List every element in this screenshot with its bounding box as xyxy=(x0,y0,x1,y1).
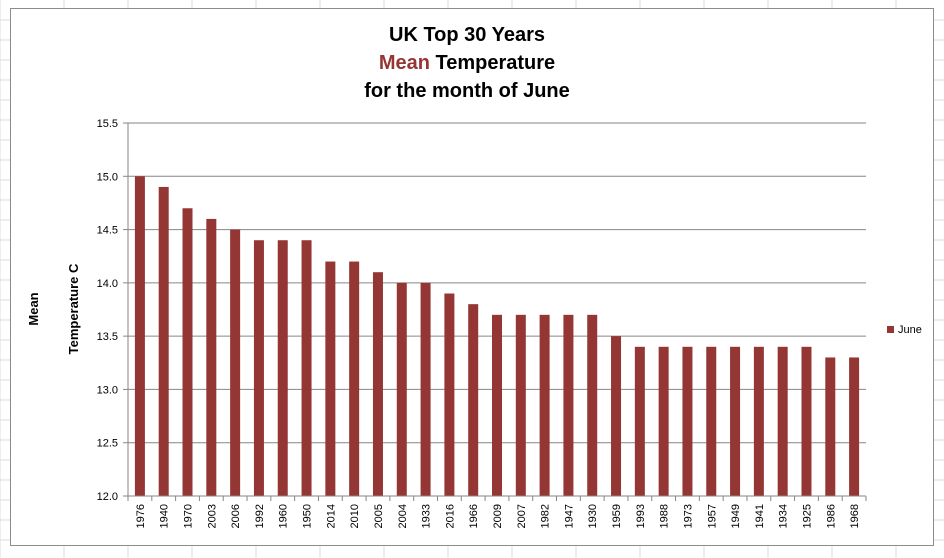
x-tick-label: 1993 xyxy=(635,504,647,528)
x-tick-label: 2006 xyxy=(230,504,242,528)
bar-2003[interactable] xyxy=(206,218,217,496)
x-tick-label: 1986 xyxy=(825,504,837,528)
x-tick-label: 1973 xyxy=(682,504,694,528)
y-axis-title-line-1: Mean xyxy=(26,292,41,325)
bar-1966[interactable] xyxy=(468,304,479,496)
bar-1934[interactable] xyxy=(777,346,788,496)
legend-swatch xyxy=(887,326,894,333)
bar-2009[interactable] xyxy=(492,314,502,496)
y-tick-label: 13.5 xyxy=(97,331,118,343)
x-tick-label: 1968 xyxy=(849,504,861,528)
y-tick-labels: 12.0 12.5 13.0 13.5 14.0 14.5 15.0 15.5 xyxy=(97,118,118,503)
legend[interactable]: June xyxy=(887,324,922,336)
x-tick-label: 2003 xyxy=(206,504,218,528)
y-tick-label: 12.5 xyxy=(97,438,118,450)
bar-1976[interactable] xyxy=(134,176,145,497)
legend-label: June xyxy=(898,324,922,336)
bar-1988[interactable] xyxy=(658,346,669,496)
x-tick-label: 1950 xyxy=(302,504,314,528)
x-tick-label: 2009 xyxy=(492,504,504,528)
bar-series-june xyxy=(134,176,860,497)
x-tick-label: 1949 xyxy=(730,504,742,528)
bar-1973[interactable] xyxy=(682,346,693,496)
bar-2006[interactable] xyxy=(230,229,241,497)
bar-1941[interactable] xyxy=(753,346,764,496)
x-tick-label: 1925 xyxy=(801,504,813,528)
bar-2005[interactable] xyxy=(372,272,383,496)
x-tick-label: 1957 xyxy=(706,504,718,528)
chart-title-line-3: for the month of June xyxy=(364,80,570,102)
bar-2016[interactable] xyxy=(444,293,455,496)
x-tick-label: 2004 xyxy=(397,504,409,528)
bar-2004[interactable] xyxy=(396,282,407,496)
chart-area[interactable]: UK Top 30 Years Mean Temperature for the m… xyxy=(10,8,934,546)
x-tick-label: 1947 xyxy=(563,504,575,528)
y-tick-label: 15.0 xyxy=(97,171,118,183)
bar-chart: UK Top 30 Years Mean Temperature for the m… xyxy=(26,24,922,528)
x-tick-label: 1992 xyxy=(254,504,266,528)
bar-1957[interactable] xyxy=(706,346,717,496)
y-tick-label: 12.0 xyxy=(97,491,118,503)
bar-2010[interactable] xyxy=(349,261,360,496)
y-tick-label: 14.0 xyxy=(97,278,118,290)
x-tick-label: 2007 xyxy=(516,504,528,528)
x-tick-label: 1933 xyxy=(421,504,433,528)
chart-title: UK Top 30 Years Mean Temperature for the m… xyxy=(364,24,570,102)
bar-1949[interactable] xyxy=(730,346,741,496)
x-tick-label: 1940 xyxy=(159,504,171,528)
bar-2014[interactable] xyxy=(325,261,336,496)
bar-1930[interactable] xyxy=(587,314,598,496)
chart-title-line-2: Mean Temperature xyxy=(379,52,555,74)
bar-1970[interactable] xyxy=(182,208,193,496)
x-tick-label: 1934 xyxy=(778,504,790,528)
x-tick-label: 2016 xyxy=(444,504,456,528)
x-tick-label: 1941 xyxy=(754,504,766,528)
x-tick-labels: 1976 1940 1970 2003 2006 1992 1960 1950 2014 2010… xyxy=(135,504,861,528)
bar-1992[interactable] xyxy=(253,240,264,496)
bar-1960[interactable] xyxy=(277,240,288,496)
bar-1968[interactable] xyxy=(849,357,860,496)
x-tick-label: 1982 xyxy=(540,504,552,528)
y-tick-label: 14.5 xyxy=(97,225,118,237)
bar-1982[interactable] xyxy=(539,314,550,496)
x-tick-label: 1970 xyxy=(183,504,195,528)
bar-1933[interactable] xyxy=(420,282,431,496)
bar-2007[interactable] xyxy=(515,314,526,496)
chart-title-line-1: UK Top 30 Years xyxy=(389,24,545,46)
bar-1959[interactable] xyxy=(611,336,622,496)
bar-1986[interactable] xyxy=(825,357,836,496)
x-tick-label: 2005 xyxy=(373,504,385,528)
bar-1993[interactable] xyxy=(634,346,645,496)
x-tick-label: 1988 xyxy=(659,504,671,528)
x-tick-label: 1959 xyxy=(611,504,623,528)
x-tick-label: 1966 xyxy=(468,504,480,528)
x-tick-label: 2014 xyxy=(325,504,337,528)
y-axis-title-line-2: Temperature C xyxy=(66,263,81,354)
x-tick-label: 1960 xyxy=(278,504,290,528)
y-tick-label: 13.0 xyxy=(97,384,118,396)
bar-1940[interactable] xyxy=(158,186,169,496)
x-tick-label: 1930 xyxy=(587,504,599,528)
y-tick-label: 15.5 xyxy=(97,118,118,130)
axes xyxy=(127,123,866,497)
bar-1947[interactable] xyxy=(563,314,574,496)
bar-1925[interactable] xyxy=(801,346,812,496)
x-tick-label: 1976 xyxy=(135,504,147,528)
y-axis-title: Mean Temperature C xyxy=(26,263,81,354)
x-tick-label: 2010 xyxy=(349,504,361,528)
bar-1950[interactable] xyxy=(301,240,312,496)
